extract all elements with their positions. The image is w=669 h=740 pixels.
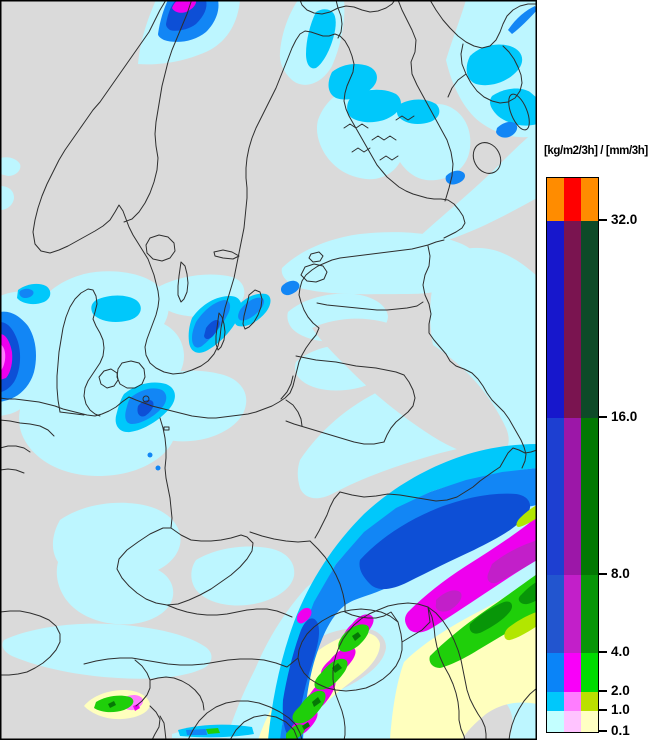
legend-band-cell xyxy=(547,575,564,653)
map-canvas xyxy=(0,0,537,740)
legend-band xyxy=(547,711,598,732)
legend-tick-mark xyxy=(599,651,607,653)
legend-tick-mark xyxy=(599,219,607,221)
legend-band-cell xyxy=(581,653,598,692)
precipitation-map xyxy=(0,0,537,740)
legend-band-cell xyxy=(564,178,581,221)
legend-band-cell xyxy=(547,418,564,575)
legend-tick-label: 32.0 xyxy=(611,212,638,227)
legend-band-cell xyxy=(564,221,581,418)
legend-band-cell xyxy=(547,221,564,418)
legend-band-cell xyxy=(581,178,598,221)
legend-band-cell xyxy=(547,653,564,692)
legend-band-cell xyxy=(581,221,598,418)
legend-tick-mark xyxy=(599,573,607,575)
legend-band xyxy=(547,575,598,653)
legend-tick-label: 8.0 xyxy=(611,566,630,581)
country-borders xyxy=(0,0,537,740)
legend-band-cell xyxy=(564,653,581,692)
legend-band-cell xyxy=(547,692,564,711)
legend-band-cell xyxy=(547,711,564,732)
legend-band-cell xyxy=(581,711,598,732)
legend-tick-mark xyxy=(599,709,607,711)
legend-band-cell xyxy=(564,692,581,711)
legend-colorbar xyxy=(546,177,599,733)
legend-band-cell xyxy=(564,711,581,732)
map-frame xyxy=(0,0,537,740)
legend-tick-mark xyxy=(599,690,607,692)
legend-band xyxy=(547,653,598,692)
legend-band-cell xyxy=(581,575,598,653)
legend-band xyxy=(547,221,598,418)
legend-band-cell xyxy=(581,418,598,575)
legend-band-cell xyxy=(564,418,581,575)
legend-tick-label: 1.0 xyxy=(611,702,630,717)
legend-band xyxy=(547,418,598,575)
legend-band xyxy=(547,692,598,711)
legend-tick-label: 2.0 xyxy=(611,683,630,698)
legend-band xyxy=(547,178,598,221)
legend-tick-mark xyxy=(599,730,607,732)
legend-band-cell xyxy=(547,178,564,221)
legend-tick-label: 0.1 xyxy=(611,723,630,738)
legend-band-cell xyxy=(564,575,581,653)
legend-tick-label: 16.0 xyxy=(611,409,638,424)
precip-layer-snow xyxy=(94,505,537,740)
legend-tick-mark xyxy=(599,416,607,418)
legend-tick-label: 4.0 xyxy=(611,644,630,659)
legend-title: [kg/m2/3h] / [mm/3h] xyxy=(544,145,648,157)
legend-band-cell xyxy=(581,692,598,711)
